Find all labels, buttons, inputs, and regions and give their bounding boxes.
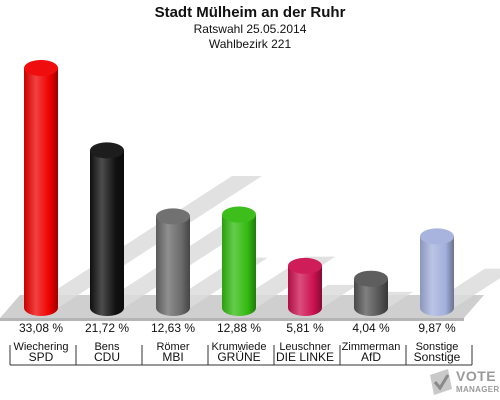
candidate-label-mbi: Römer — [156, 341, 189, 353]
bar-die-linke — [288, 265, 322, 316]
bar-top-cdu — [90, 142, 124, 159]
value-label-cdu: 21,72 % — [85, 321, 129, 335]
value-label-gr-ne: 12,88 % — [217, 321, 261, 335]
party-label-spd: SPD — [29, 350, 54, 364]
candidate-label-sonstige: Sonstige — [416, 341, 459, 353]
bar-top-gr-ne — [222, 206, 256, 223]
bar-gr-ne — [222, 214, 256, 316]
chart-title: Stadt Mülheim an der Ruhr — [154, 4, 346, 21]
candidate-label-gr-ne: Krumwiede — [211, 341, 266, 353]
vote-manager-watermark: VOTE MANAGER — [428, 366, 500, 398]
watermark-manager-text: MANAGER — [456, 385, 500, 394]
bar-shadow-spd — [28, 176, 262, 308]
value-label-mbi: 12,63 % — [151, 321, 195, 335]
party-label-die-linke: DIE LINKE — [276, 350, 334, 364]
bar-sonstige — [420, 236, 454, 316]
party-label-mbi: MBI — [162, 350, 183, 364]
value-label-afd: 4,04 % — [352, 321, 390, 335]
party-label-gr-ne: GRÜNE — [217, 350, 260, 364]
value-label-spd: 33,08 % — [19, 321, 63, 335]
watermark-vote-text: VOTE — [456, 368, 497, 384]
bar-top-mbi — [156, 208, 190, 225]
bar-afd — [354, 278, 388, 316]
chart-subtitle-district: Wahlbezirk 221 — [208, 37, 292, 51]
chart-subtitle-election: Ratswahl 25.05.2014 — [193, 22, 307, 36]
candidate-label-afd: Zimmerman — [342, 341, 401, 353]
party-label-afd: AfD — [361, 350, 381, 364]
candidate-label-die-linke: Leuschner — [279, 341, 331, 353]
candidate-label-spd: Wiechering — [13, 341, 68, 353]
party-label-sonstige: Sonstige — [414, 350, 461, 364]
bar-top-sonstige — [420, 228, 454, 245]
chart-floor-edge — [0, 318, 464, 321]
bar-cdu — [90, 150, 124, 316]
bar-spd — [24, 68, 58, 316]
ballot-check-icon — [430, 369, 452, 395]
value-label-sonstige: 9,87 % — [418, 321, 456, 335]
bar-mbi — [156, 216, 190, 316]
party-label-cdu: CDU — [94, 350, 120, 364]
value-label-die-linke: 5,81 % — [286, 321, 324, 335]
bar-top-die-linke — [288, 257, 322, 274]
bar-top-spd — [24, 60, 58, 76]
bar-top-afd — [354, 270, 388, 287]
chart-title-block: Stadt Mülheim an der Ruhr Ratswahl 25.05… — [0, 4, 500, 52]
candidate-label-cdu: Bens — [94, 341, 120, 353]
